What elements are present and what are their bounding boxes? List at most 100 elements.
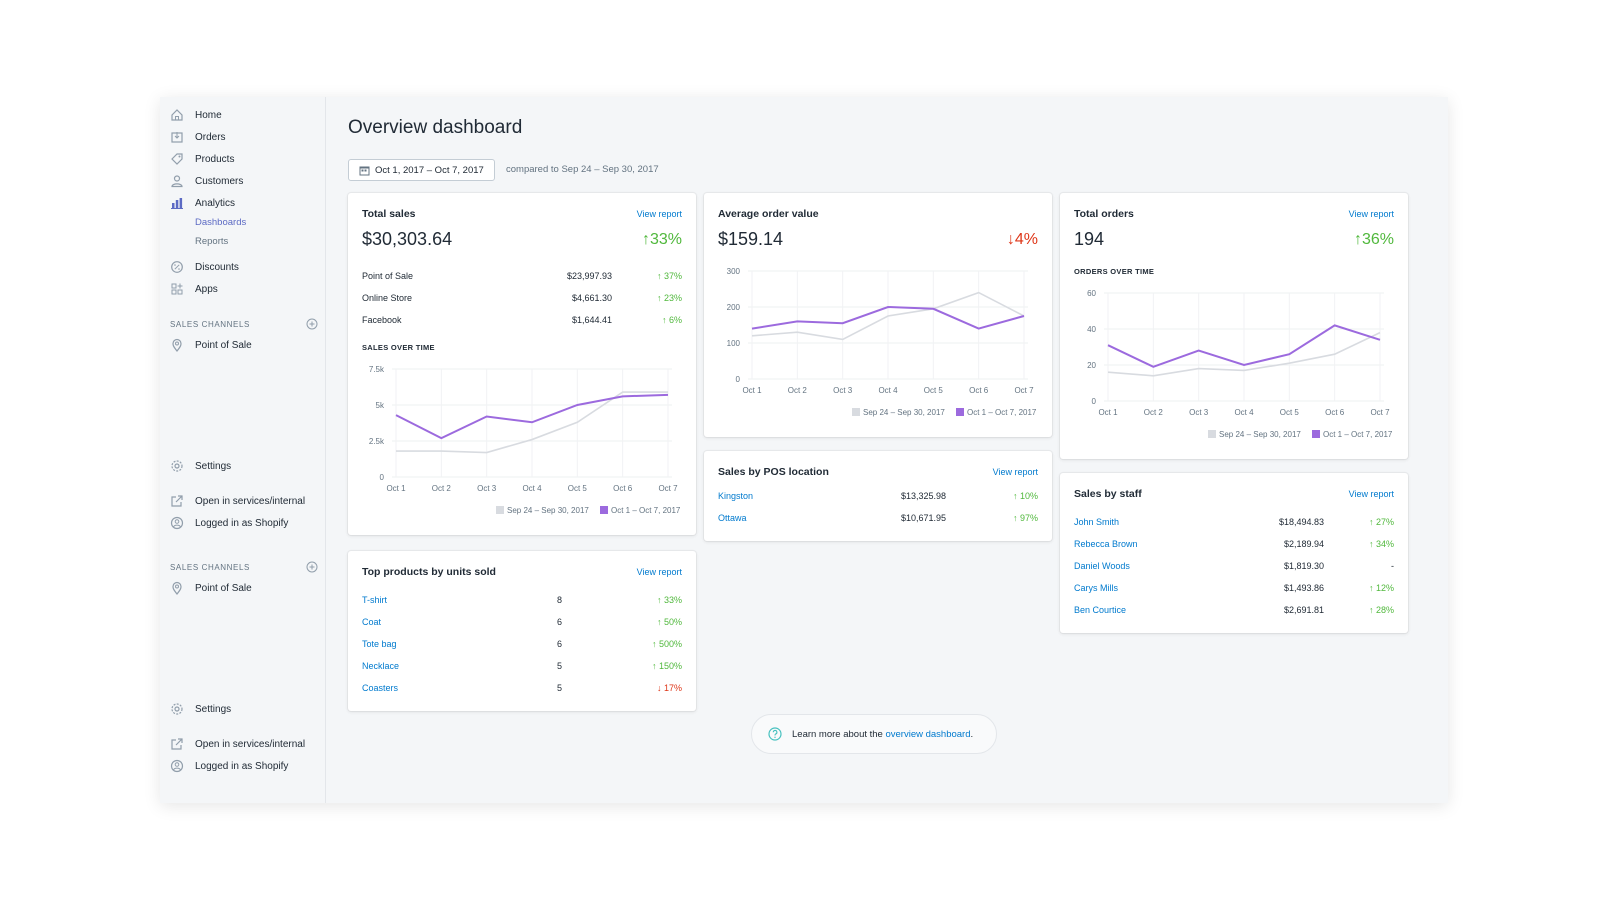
sidebar-item-label: Open in services/internal (195, 495, 306, 507)
x-tick-label: Oct 3 (477, 484, 497, 493)
add-channel-icon[interactable] (306, 561, 318, 573)
view-report-link[interactable]: View report (636, 209, 682, 219)
card-title: Sales by staff (1074, 488, 1142, 500)
main-content: Overview dashboard Oct 1, 2017 – Oct 7, … (326, 97, 1448, 803)
x-tick-label: Oct 2 (432, 484, 452, 493)
sidebar-item-analytics[interactable]: Analytics (170, 195, 318, 211)
discount-icon (171, 261, 183, 273)
sidebar-item-home[interactable]: Home (170, 107, 318, 123)
home-icon (171, 109, 183, 121)
view-report-link[interactable]: View report (1348, 209, 1394, 219)
chart-label: ORDERS OVER TIME (1074, 267, 1155, 276)
sidebar-subitem-reports[interactable]: Reports (195, 236, 229, 247)
view-report-link[interactable]: View report (992, 467, 1038, 477)
table-row: Carys Mills $1,493.86 ↑ 12% (1074, 583, 1394, 597)
delta: ↑ 28% (1368, 605, 1394, 615)
card-title: Sales by POS location (718, 466, 829, 478)
chart-legend: Sep 24 – Sep 30, 2017 Oct 1 – Oct 7, 2017 (496, 506, 681, 515)
sidebar-subitem-dashboards[interactable]: Dashboards (195, 217, 247, 228)
sidebar-item-settings[interactable]: Settings (170, 701, 318, 717)
x-tick-label: Oct 4 (1234, 408, 1254, 417)
sidebar-item-open-in[interactable]: Open in services/internal (170, 736, 318, 752)
units-sold: 6 (557, 639, 563, 649)
overview-dashboard-link[interactable]: overview dashboard (885, 728, 971, 740)
staff-link[interactable]: Daniel Woods (1074, 561, 1130, 571)
y-tick-label: 300 (727, 267, 741, 276)
series-line-current (395, 393, 669, 440)
table-row: Coat 6 ↑ 50% (362, 617, 682, 631)
location-link[interactable]: Kingston (718, 491, 754, 501)
x-tick-label: Oct 7 (1014, 386, 1034, 395)
gear-icon (171, 460, 183, 472)
x-tick-label: Oct 1 (386, 484, 406, 493)
sidebar-item-open-in[interactable]: Open in services/internal (170, 493, 318, 509)
help-icon (768, 727, 782, 741)
sidebar-item-point-of-sale[interactable]: Point of Sale (170, 337, 318, 353)
units-sold: 8 (557, 595, 563, 605)
sidebar-item-products[interactable]: Products (170, 151, 318, 167)
legend-swatch-current (600, 506, 608, 514)
table-row: John Smith $18,494.83 ↑ 27% (1074, 517, 1394, 531)
location-pin-icon (172, 581, 182, 595)
sidebar-item-settings[interactable]: Settings (170, 458, 318, 474)
staff-link[interactable]: John Smith (1074, 517, 1120, 527)
x-tick-label: Oct 6 (613, 484, 633, 493)
sidebar-item-label: Discounts (195, 261, 239, 273)
x-tick-label: Oct 1 (742, 386, 762, 395)
chart-label: SALES OVER TIME (362, 343, 435, 352)
sidebar-item-label: Logged in as Shopify (195, 517, 289, 529)
top-products-card: Top products by units sold View report T… (348, 551, 696, 711)
add-channel-icon[interactable] (306, 318, 318, 330)
sidebar-item-label: Point of Sale (195, 339, 252, 351)
channel-amount: $1,644.41 (571, 315, 612, 325)
chart-legend: Sep 24 – Sep 30, 2017 Oct 1 – Oct 7, 2017 (852, 408, 1037, 417)
sidebar-item-logged-in[interactable]: Logged in as Shopify (170, 758, 318, 774)
product-link[interactable]: T-shirt (362, 595, 388, 605)
staff-link[interactable]: Ben Courtice (1074, 605, 1127, 615)
staff-amount: $2,189.94 (1283, 539, 1324, 549)
view-report-link[interactable]: View report (636, 567, 682, 577)
delta: ↑ 150% (651, 661, 682, 671)
staff-link[interactable]: Carys Mills (1074, 583, 1118, 593)
legend-swatch-current (956, 408, 964, 416)
sales-by-staff-card: Sales by staff View report John Smith $18… (1060, 473, 1408, 633)
sidebar-item-logged-in[interactable]: Logged in as Shopify (170, 515, 318, 531)
sidebar-item-orders[interactable]: Orders (170, 129, 318, 145)
x-tick-label: Oct 1 (1098, 408, 1118, 417)
sidebar-item-discounts[interactable]: Discounts (170, 259, 318, 275)
staff-link[interactable]: Rebecca Brown (1074, 539, 1138, 549)
sidebar-item-label: Home (195, 109, 222, 121)
legend-label-current: Oct 1 – Oct 7, 2017 (611, 506, 681, 515)
sidebar-item-label: Products (195, 153, 235, 165)
sidebar-item-label: Logged in as Shopify (195, 760, 289, 772)
staff-amount: $1,493.86 (1283, 583, 1324, 593)
sidebar-item-customers[interactable]: Customers (170, 173, 318, 189)
product-link[interactable]: Tote bag (362, 639, 397, 649)
product-link[interactable]: Coat (362, 617, 382, 627)
sidebar: Home Orders Products Customers Analytics… (160, 97, 326, 803)
location-link[interactable]: Ottawa (718, 513, 747, 523)
y-tick-label: 100 (727, 339, 741, 348)
delta: ↓ 17% (656, 683, 682, 693)
page-title: Overview dashboard (348, 117, 523, 138)
series-line-current (1107, 324, 1381, 368)
tag-icon (171, 153, 183, 165)
view-report-link[interactable]: View report (1348, 489, 1394, 499)
apps-icon (171, 283, 183, 295)
x-tick-label: Oct 2 (788, 386, 808, 395)
sales-over-time-chart: 0 2.5k 5k 7.5k Oct 1 Oct 2 Oct 3 Oct 4 Oct 5 Oct … (369, 365, 681, 515)
total-sales-value: $30,303.64 (362, 229, 453, 249)
pos-location-card: Sales by POS location View report Kingst… (704, 451, 1052, 541)
sidebar-item-apps[interactable]: Apps (170, 281, 318, 297)
date-range-button[interactable]: Oct 1, 2017 – Oct 7, 2017 (348, 159, 495, 181)
delta: ↑ 27% (1368, 517, 1394, 527)
y-tick-label: 7.5k (369, 365, 385, 374)
chart-legend: Sep 24 – Sep 30, 2017 Oct 1 – Oct 7, 2017 (1208, 430, 1393, 439)
x-tick-label: Oct 7 (1370, 408, 1390, 417)
sidebar-item-point-of-sale[interactable]: Point of Sale (170, 580, 318, 596)
y-tick-label: 0 (380, 473, 385, 482)
product-link[interactable]: Coasters (362, 683, 399, 693)
gear-icon (171, 703, 183, 715)
product-link[interactable]: Necklace (362, 661, 400, 671)
delta: - (1391, 561, 1394, 571)
